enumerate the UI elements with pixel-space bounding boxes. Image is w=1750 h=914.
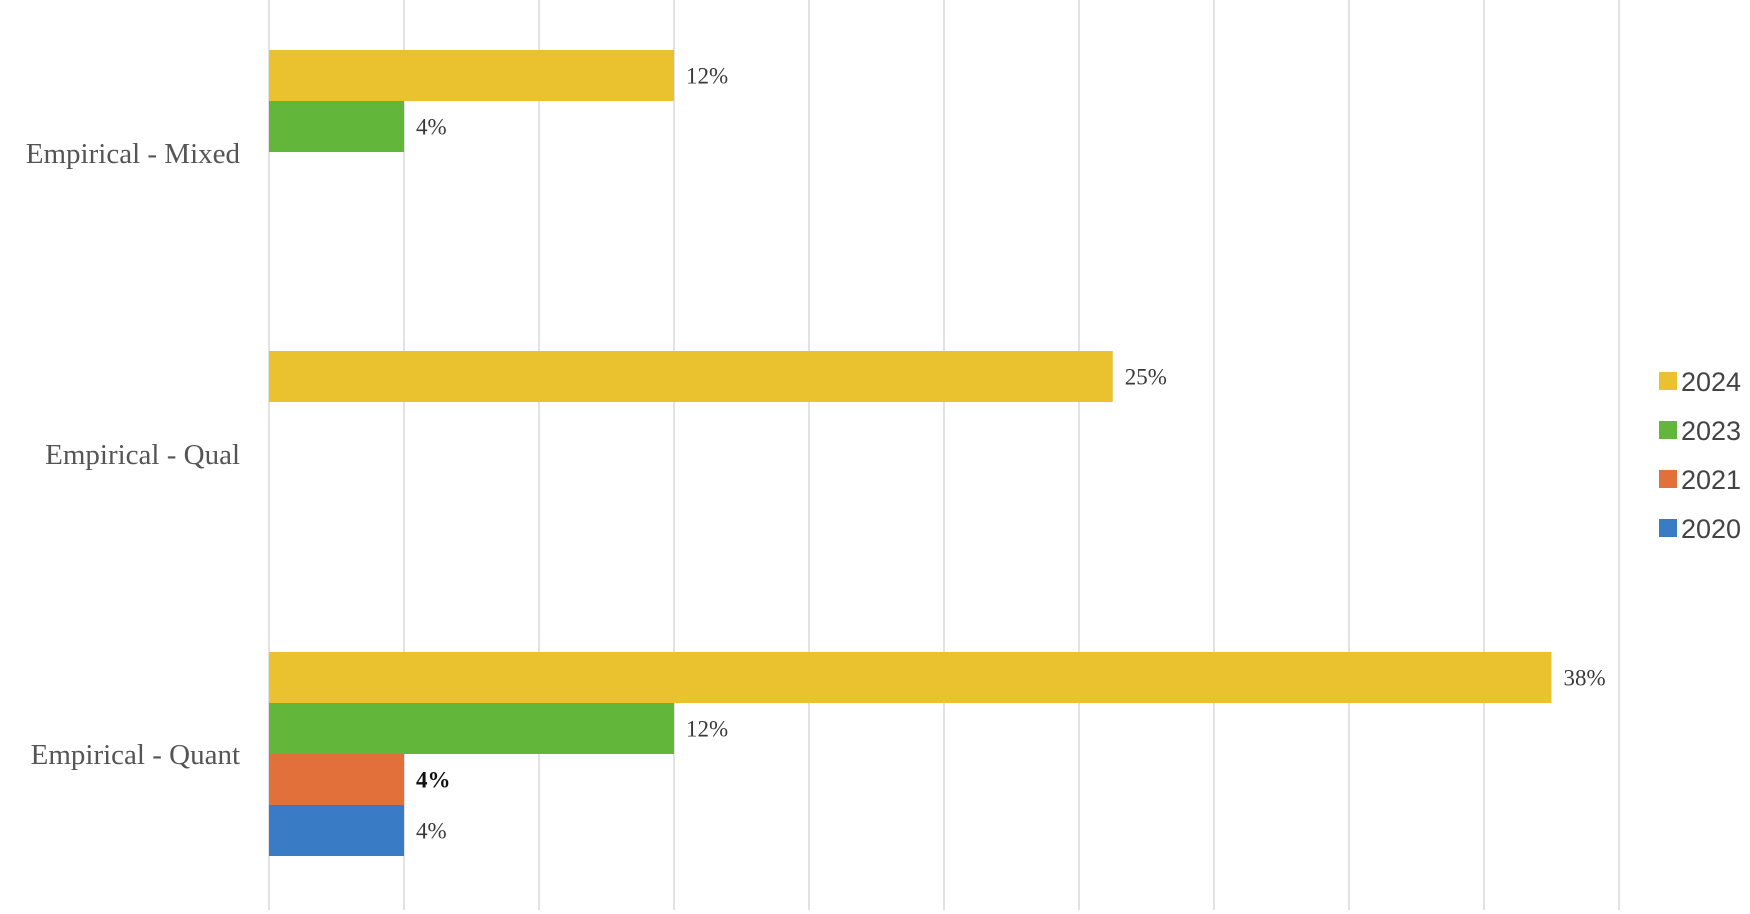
data-label-2024-3: 38%: [1564, 666, 1606, 691]
category-label: Empirical - Qual: [45, 439, 240, 471]
legend-label-2024: 2024: [1681, 367, 1741, 397]
data-label-2020-3: 4%: [416, 819, 447, 844]
bar-2023-3: [269, 703, 674, 754]
legend-swatch-2020: [1659, 519, 1677, 537]
bar-2020-3: [269, 805, 404, 856]
legend-swatch-2021: [1659, 470, 1677, 488]
data-label-2021-3: 4%: [416, 768, 451, 793]
data-label-2024-1: 12%: [686, 64, 728, 89]
category-labels: Empirical - Mixed Empirical - Qual Empiric…: [26, 138, 241, 771]
bars: [269, 50, 1552, 856]
category-label: Empirical - Quant: [31, 739, 240, 771]
legend-swatch-2024: [1659, 372, 1677, 390]
legend-label-2020: 2020: [1681, 514, 1741, 544]
bar-2024-2: [269, 351, 1113, 402]
legend-swatch-2023: [1659, 421, 1677, 439]
category-label: Empirical - Mixed: [26, 138, 241, 170]
data-label-2024-2: 25%: [1125, 365, 1167, 390]
legend-label-2023: 2023: [1681, 416, 1741, 446]
bar-2021-3: [269, 754, 404, 805]
bar-2023-1: [269, 101, 404, 152]
gridlines: [268, 0, 1620, 910]
legend-label-2021: 2021: [1681, 465, 1741, 495]
data-labels: 12% 4% 25% 38% 12% 4% 4%: [416, 64, 1606, 844]
bar-2024-1: [269, 50, 674, 101]
data-label-2023-1: 4%: [416, 115, 447, 140]
bar-2024-3: [269, 652, 1552, 703]
legend: 2024 2023 2021 2020: [1659, 367, 1741, 544]
data-label-2023-3: 12%: [686, 717, 728, 742]
